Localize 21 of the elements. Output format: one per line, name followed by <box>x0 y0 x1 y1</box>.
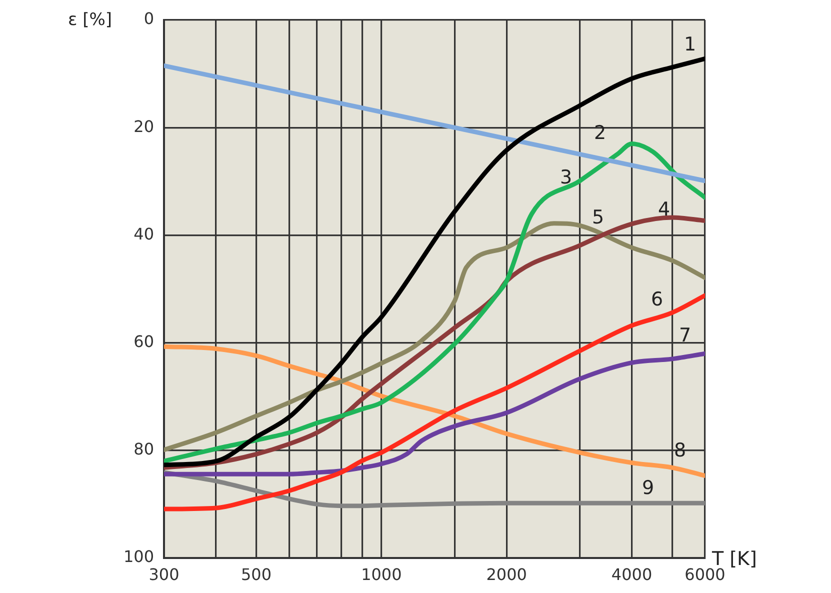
series-label: 5 <box>592 206 604 229</box>
x-tick-label: 300 <box>148 564 180 584</box>
series-label: 3 <box>560 166 572 188</box>
y-tick-label: 60 <box>134 332 154 351</box>
x-tick-label: 4000 <box>611 564 652 584</box>
series-label: 1 <box>684 34 696 56</box>
y-axis-title: ε [%] <box>68 10 112 30</box>
y-tick-label: 80 <box>134 440 154 459</box>
series-label: 9 <box>642 477 654 500</box>
y-tick-label: 100 <box>123 547 154 566</box>
series-label: 7 <box>678 324 692 346</box>
y-tick-label: 40 <box>134 224 154 244</box>
series-label: 4 <box>658 198 670 221</box>
y-tick-label: 20 <box>134 116 154 136</box>
x-tick-label: 1000 <box>361 564 402 584</box>
x-tick-label: 6000 <box>684 564 726 584</box>
series-label: 2 <box>594 122 606 144</box>
x-tick-label: 2000 <box>486 564 527 584</box>
x-tick-label: 500 <box>240 564 272 584</box>
series-label: 6 <box>650 288 664 310</box>
y-tick-label: 0 <box>144 9 154 28</box>
